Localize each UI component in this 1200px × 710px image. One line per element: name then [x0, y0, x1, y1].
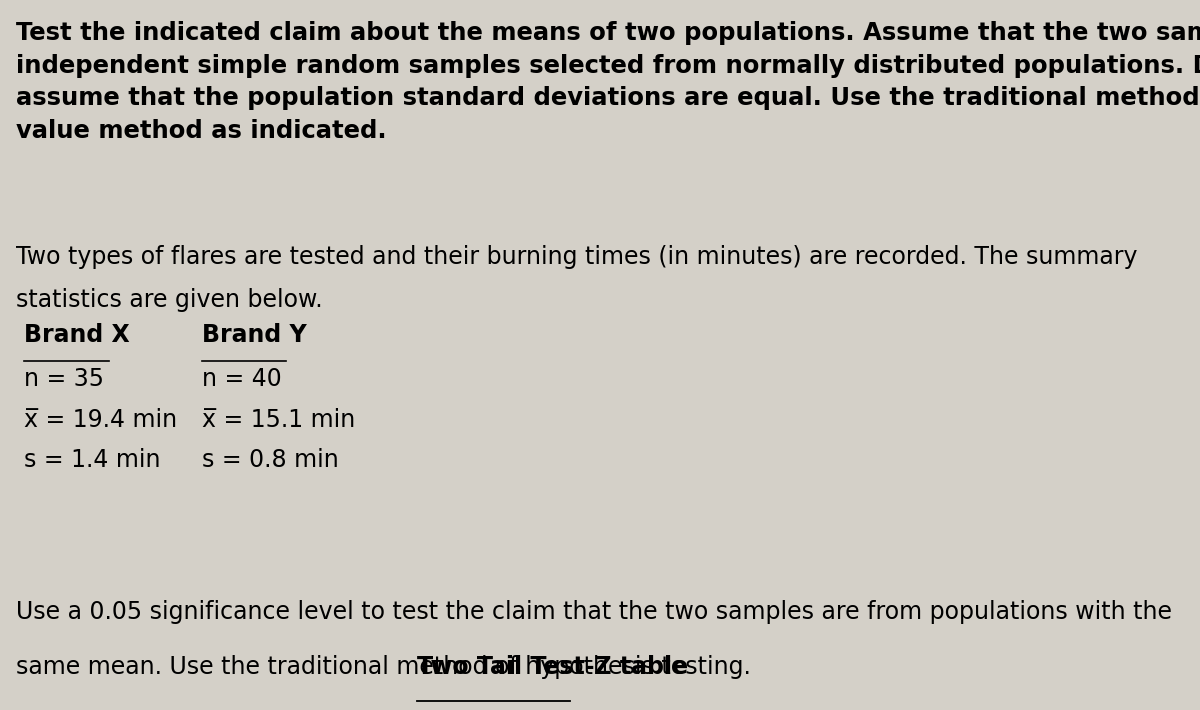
Text: Brand X: Brand X	[24, 323, 130, 347]
Text: n = 40: n = 40	[202, 367, 281, 391]
Text: x̅ = 19.4 min: x̅ = 19.4 min	[24, 408, 178, 432]
Text: Test the indicated claim about the means of two populations. Assume that the two: Test the indicated claim about the means…	[16, 21, 1200, 143]
Text: Two Tail Test-Z table: Two Tail Test-Z table	[416, 655, 688, 679]
Text: same mean. Use the traditional method of hypothesis testing.: same mean. Use the traditional method of…	[16, 655, 758, 679]
Text: Brand Y: Brand Y	[202, 323, 306, 347]
Text: x̅ = 15.1 min: x̅ = 15.1 min	[202, 408, 355, 432]
Text: Two types of flares are tested and their burning times (in minutes) are recorded: Two types of flares are tested and their…	[16, 245, 1138, 269]
Text: n = 35: n = 35	[24, 367, 104, 391]
Text: s = 0.8 min: s = 0.8 min	[202, 448, 338, 472]
Text: Use a 0.05 significance level to test the claim that the two samples are from po: Use a 0.05 significance level to test th…	[16, 600, 1172, 624]
Text: statistics are given below.: statistics are given below.	[16, 288, 323, 312]
Text: s = 1.4 min: s = 1.4 min	[24, 448, 161, 472]
